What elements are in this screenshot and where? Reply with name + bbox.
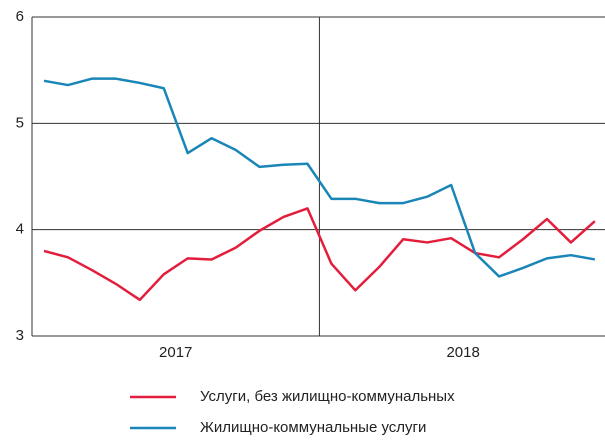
legend-label: Услуги, без жилищно-коммунальных — [200, 388, 455, 405]
y-tick-label: 5 — [16, 114, 24, 131]
x-group-label: 2017 — [159, 344, 192, 361]
series-line — [43, 207, 596, 302]
legend-label: Жилищно-коммунальные услуги — [200, 419, 426, 436]
y-tick-label: 6 — [16, 8, 24, 25]
x-group-label: 2018 — [446, 344, 479, 361]
series-line — [43, 77, 596, 278]
y-tick-label: 3 — [16, 327, 24, 344]
y-tick-label: 4 — [16, 221, 24, 238]
